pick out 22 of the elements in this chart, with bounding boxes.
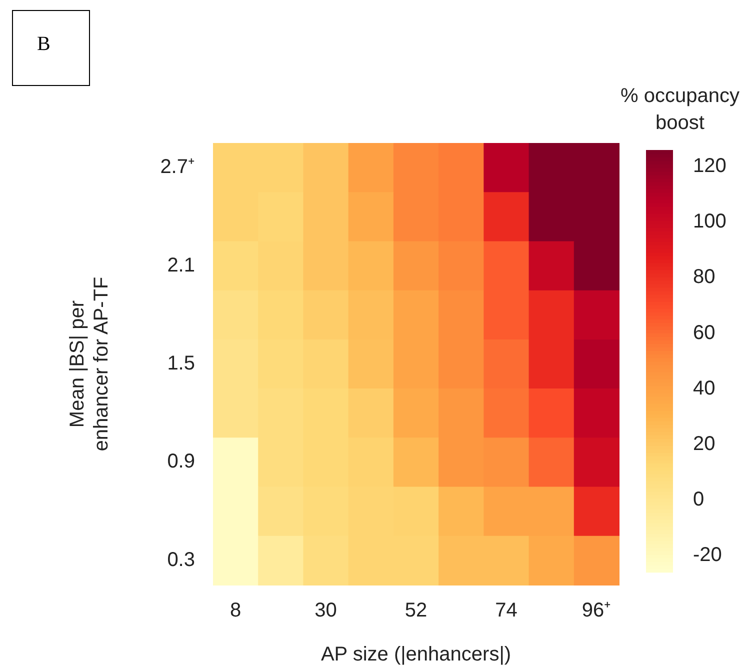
- x-tick-label: 74: [495, 600, 518, 622]
- color-bar-label: 60: [693, 322, 716, 344]
- text: B: [12, 10, 90, 86]
- color-bar-label: 120: [693, 155, 726, 178]
- y-tick-label: 2.7⁺: [160, 156, 195, 178]
- y-tick-label: 1.5: [167, 352, 195, 375]
- x-axis-title: AP size (|enhancers|): [320, 644, 512, 666]
- color-bar-title: % occupancy boost: [620, 85, 740, 134]
- color-bar-label: 0: [693, 488, 704, 510]
- y-tick-label: 2.1: [167, 254, 195, 276]
- x-tick-label: 30: [314, 600, 337, 622]
- x-tick-label: 8: [230, 600, 242, 622]
- y-tick-label: 0.9: [167, 450, 195, 473]
- y-axis-title: Mean |BS| per enhancer for AP-TF: [66, 276, 113, 452]
- color-bar-label: -20: [693, 544, 722, 566]
- x-tick-label: 52: [404, 600, 428, 622]
- color-bar-label: 80: [693, 266, 716, 288]
- x-tick-label: 96⁺: [582, 600, 612, 622]
- y-tick-label: 0.3: [167, 548, 195, 571]
- color-bar-label: 100: [693, 210, 726, 233]
- color-bar-label: 20: [693, 432, 716, 455]
- color-bar-label: 40: [693, 377, 716, 400]
